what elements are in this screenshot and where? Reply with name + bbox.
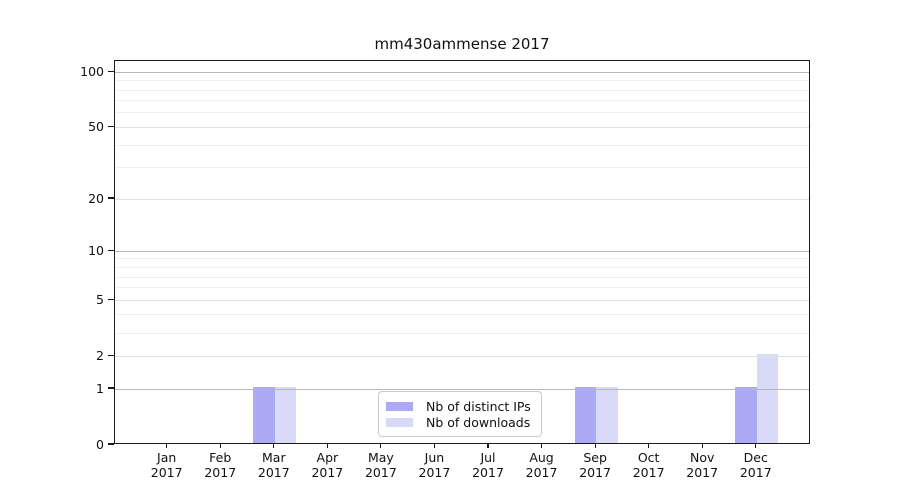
minor-gridline xyxy=(115,112,809,114)
y-tick xyxy=(108,125,114,127)
x-tick-label-month: Sep xyxy=(583,450,607,465)
x-tick-label-month: Jan xyxy=(157,450,177,465)
x-tick-label: Sep 2017 xyxy=(565,450,625,480)
x-tick xyxy=(755,444,757,448)
x-tick-label-year: 2017 xyxy=(150,464,183,480)
x-tick-label: Jun 2017 xyxy=(404,450,464,480)
y-tick-label: 10 xyxy=(88,242,104,258)
x-tick-label-month: Jun xyxy=(424,450,445,465)
minor-gridline xyxy=(115,100,809,102)
x-tick xyxy=(594,444,596,448)
bar-downloads xyxy=(596,387,618,443)
x-tick-label-year: 2017 xyxy=(418,464,451,480)
y-tick-label: 2 xyxy=(96,347,104,363)
y-tick xyxy=(108,298,114,300)
x-tick-label: Dec 2017 xyxy=(726,450,786,480)
x-tick-label-month: Feb xyxy=(209,450,232,465)
minor-gridline xyxy=(115,267,809,268)
x-tick-label-month: May xyxy=(367,450,394,465)
bar-distinct-ips xyxy=(735,387,757,443)
x-tick-label-month: Mar xyxy=(262,450,286,465)
legend-item: Nb of distinct IPs xyxy=(386,398,534,414)
bar-distinct-ips xyxy=(574,387,597,443)
minor-gridline xyxy=(115,80,809,82)
mid-gridline xyxy=(115,355,809,357)
x-tick-label-year: 2017 xyxy=(525,464,558,480)
x-tick xyxy=(648,444,650,448)
x-tick-label-month: Nov xyxy=(689,450,715,465)
minor-gridline xyxy=(115,287,809,289)
y-tick xyxy=(108,249,114,251)
x-tick-label: Nov 2017 xyxy=(672,450,732,480)
x-tick-label: Apr 2017 xyxy=(297,450,357,480)
major-gridline xyxy=(115,71,809,73)
legend-label: Nb of downloads xyxy=(426,414,531,430)
x-tick-label-year: 2017 xyxy=(579,464,611,480)
legend-swatch-distinct-ips xyxy=(386,401,413,411)
x-tick-label: Mar 2017 xyxy=(244,450,304,480)
mid-gridline xyxy=(115,126,809,128)
mid-gridline xyxy=(115,299,809,301)
mid-gridline xyxy=(115,198,809,200)
x-tick xyxy=(540,444,543,448)
y-tick-label: 20 xyxy=(88,190,104,206)
minor-gridline xyxy=(115,314,809,316)
x-tick-label: Aug 2017 xyxy=(512,450,572,480)
bar-downloads xyxy=(756,354,779,443)
y-tick xyxy=(108,354,114,356)
bar-downloads xyxy=(274,387,297,443)
x-tick xyxy=(487,444,489,448)
x-tick xyxy=(219,444,221,448)
y-tick-label: 5 xyxy=(96,291,104,307)
y-tick-label: 100 xyxy=(80,63,104,79)
legend: Nb of distinct IPs Nb of downloads xyxy=(378,391,542,437)
y-tick-label: 0 xyxy=(96,436,104,452)
x-tick xyxy=(166,444,168,448)
minor-gridline xyxy=(115,167,809,169)
legend-item: Nb of downloads xyxy=(386,414,534,430)
y-tick xyxy=(108,197,114,199)
x-tick-label: Jan 2017 xyxy=(137,450,197,480)
x-tick-label-year: 2017 xyxy=(257,464,290,480)
minor-gridline xyxy=(115,258,809,260)
minor-gridline xyxy=(115,332,809,334)
y-tick xyxy=(108,70,114,72)
x-tick xyxy=(380,444,382,448)
x-tick-label-month: Jul xyxy=(480,450,496,465)
x-tick xyxy=(273,444,275,448)
minor-gridline xyxy=(115,276,809,278)
y-tick-label: 1 xyxy=(96,380,104,396)
bar-distinct-ips xyxy=(253,387,275,443)
x-tick-label-year: 2017 xyxy=(472,464,504,480)
minor-gridline xyxy=(115,144,809,146)
x-tick-label: Jul 2017 xyxy=(458,450,518,480)
x-tick-label: May 2017 xyxy=(351,450,411,480)
legend-label: Nb of distinct IPs xyxy=(426,398,531,414)
x-tick-label-month: Apr xyxy=(316,450,339,465)
x-tick-label-year: 2017 xyxy=(739,464,772,480)
x-tick xyxy=(433,444,436,448)
x-tick-label-year: 2017 xyxy=(204,464,237,480)
x-tick-label: Feb 2017 xyxy=(190,450,250,480)
x-tick-label-year: 2017 xyxy=(686,464,719,480)
legend-swatch-downloads xyxy=(386,417,413,427)
x-tick-label-year: 2017 xyxy=(364,464,397,480)
x-tick-label-year: 2017 xyxy=(311,464,344,480)
x-tick xyxy=(326,444,328,448)
y-tick xyxy=(108,443,114,445)
x-tick-label-month: Oct xyxy=(637,450,660,465)
y-tick xyxy=(108,387,114,389)
x-tick xyxy=(701,444,703,448)
minor-gridline xyxy=(115,89,809,91)
major-gridline xyxy=(115,250,809,252)
x-tick-label-month: Aug xyxy=(529,450,554,465)
chart-title: mm430ammense 2017 xyxy=(374,35,550,53)
x-tick-label-year: 2017 xyxy=(632,464,665,480)
y-tick-label: 50 xyxy=(88,118,104,134)
plot-area xyxy=(114,60,810,444)
x-tick-label: Oct 2017 xyxy=(619,450,679,480)
x-tick-label-month: Dec xyxy=(743,450,768,465)
major-gridline xyxy=(115,388,809,390)
